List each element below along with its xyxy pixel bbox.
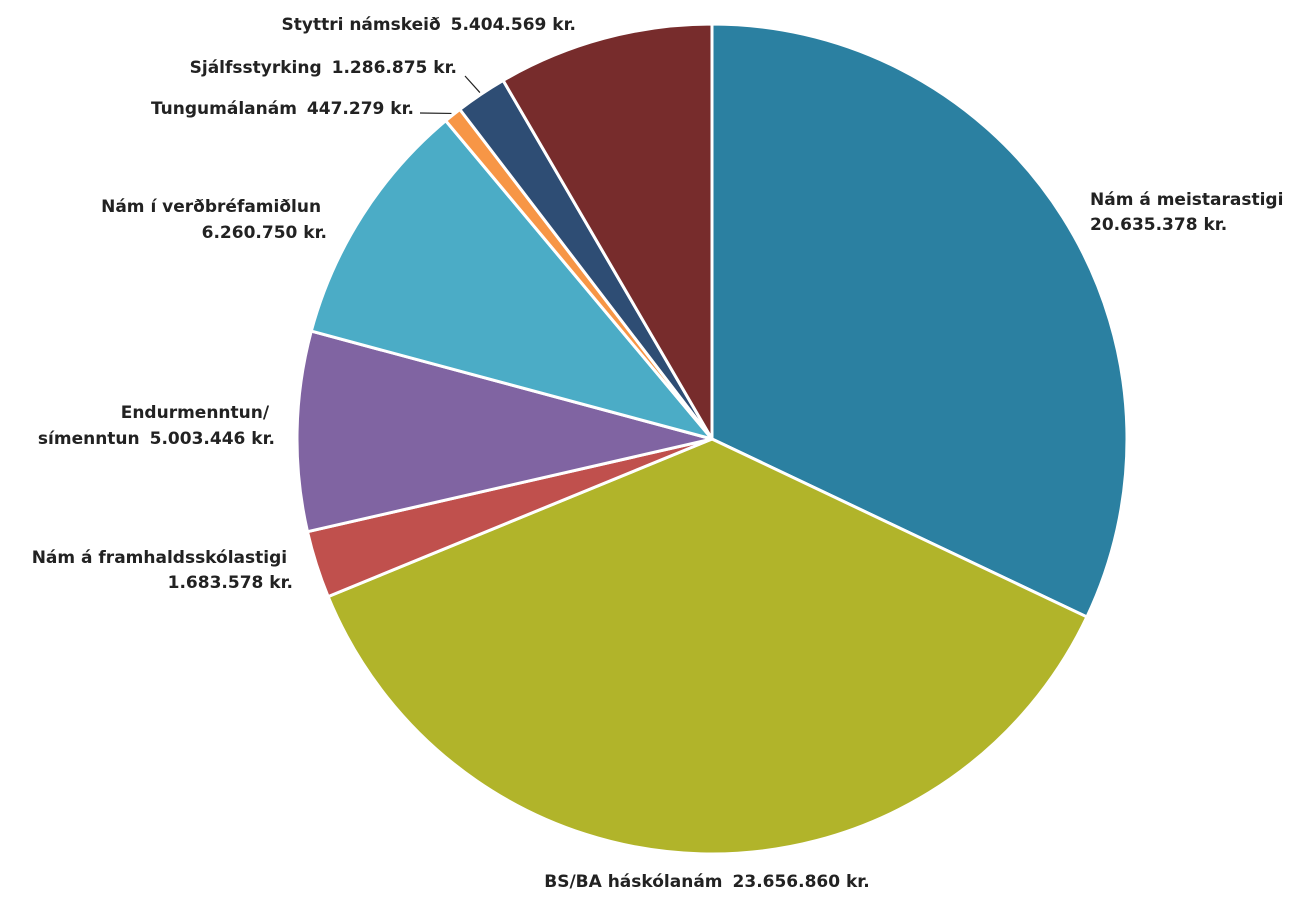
pie-slice-3 bbox=[295, 329, 714, 534]
label-nam-a-meistarastigi: Nám á meistarastigi 20.635.378 kr. bbox=[1090, 190, 1289, 235]
pie-slice-0 bbox=[710, 22, 1129, 619]
label-styttri-namskeid: Styttri námskeið 5.404.569 kr. bbox=[282, 15, 577, 35]
leader-lines bbox=[419, 75, 481, 115]
leader-line-6 bbox=[464, 75, 481, 93]
label-tungumalanam: Tungumálanám 447.279 kr. bbox=[151, 99, 414, 119]
label-endurmenntun-simenntun: Endurmenntun/ símenntun 5.003.446 kr. bbox=[38, 403, 275, 449]
label-sjalfsstyrking: Sjálfsstyrking 1.286.875 kr. bbox=[190, 58, 457, 78]
pie-slice-7 bbox=[501, 22, 714, 441]
label-nam-a-framhaldsskolastigi: Nám á framhaldsskólastigi 1.683.578 kr. bbox=[32, 548, 293, 593]
pie-slice-1 bbox=[326, 437, 1089, 856]
label-bs-ba-haskolanam: BS/BA háskólanám 23.656.860 kr. bbox=[544, 872, 869, 892]
label-nam-i-verdbrefamidlun: Nám í verðbréfamiðlun 6.260.750 kr. bbox=[101, 197, 327, 243]
pie-slices bbox=[295, 22, 1129, 856]
pie-slice-4 bbox=[309, 119, 714, 441]
